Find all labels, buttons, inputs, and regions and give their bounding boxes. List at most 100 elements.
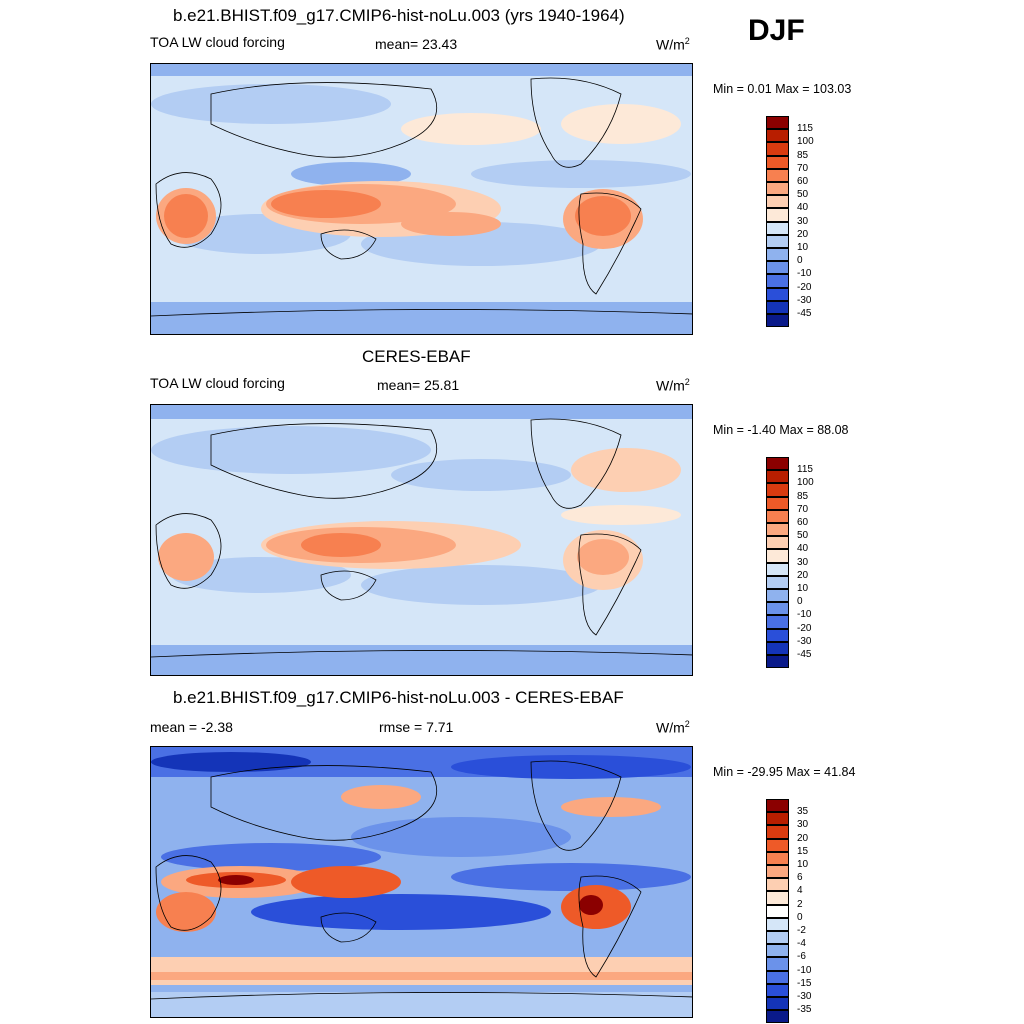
colorbar-tick-label: -15 (797, 977, 812, 989)
colorbar-swatch (766, 931, 789, 945)
colorbar-swatch (766, 182, 789, 196)
colorbar-swatch (766, 129, 789, 143)
colorbar-swatch (766, 168, 789, 182)
colorbar-tick-label: 85 (797, 149, 809, 161)
colorbar-tick-label: 50 (797, 530, 809, 542)
colorbar-tick-label: -10 (797, 268, 812, 280)
colorbar-swatch (766, 944, 789, 958)
panel-2-map (150, 404, 693, 676)
colorbar-swatch (766, 483, 789, 497)
colorbar-swatch (766, 917, 789, 931)
colorbar-tick-label: 15 (797, 845, 809, 857)
panel-1-map (150, 63, 693, 335)
colorbar-swatch (766, 812, 789, 826)
colorbar-swatch (766, 602, 789, 616)
colorbar-swatch (766, 155, 789, 169)
colorbar-swatch (766, 825, 789, 839)
colorbar-swatch (766, 851, 789, 865)
colorbar-tick-label: 35 (797, 806, 809, 818)
panel-3-mean: mean = -2.38 (150, 719, 233, 735)
colorbar-tick-label: -45 (797, 308, 812, 319)
panel-1-left-label: TOA LW cloud forcing (150, 34, 285, 50)
panel-3-rmse: rmse = 7.71 (379, 719, 454, 735)
colorbar-tick-label: 60 (797, 517, 809, 528)
colorbar-tick-label: -45 (797, 649, 812, 660)
colorbar-swatch (766, 575, 789, 589)
colorbar-swatch (766, 496, 789, 510)
panel-2-colorbar: 115 100 85 70 60 50 40 30 20 10 0 -10 -20 -30 -45 (766, 457, 846, 669)
colorbar-tick-label: 20 (797, 569, 809, 581)
colorbar-tick-label: -30 (797, 991, 812, 1002)
colorbar-tick-label: -35 (797, 1004, 812, 1016)
colorbar-tick-label: 4 (797, 885, 803, 897)
colorbar-tick-label: 70 (797, 162, 809, 174)
panel-2-units: W/m2 (656, 377, 690, 394)
panel-3-minmax: Min = -29.95 Max = 41.84 (713, 765, 856, 779)
panel-2-mean: mean= 25.81 (377, 377, 460, 393)
colorbar-tick-label: 20 (797, 832, 809, 844)
colorbar-swatch (766, 983, 789, 997)
colorbar-swatch (766, 287, 789, 301)
colorbar-swatch (766, 891, 789, 905)
colorbar-tick-label: -6 (797, 951, 806, 963)
colorbar-swatch (766, 997, 789, 1011)
colorbar-swatch (766, 1010, 789, 1024)
colorbar-tick-label: 100 (797, 477, 814, 489)
colorbar-tick-label: -10 (797, 609, 812, 621)
colorbar-swatch (766, 248, 789, 262)
colorbar-swatch (766, 615, 789, 629)
colorbar-tick-label: 40 (797, 202, 809, 214)
colorbar-tick-label: 100 (797, 136, 814, 148)
colorbar-swatch (766, 234, 789, 248)
colorbar-tick-label: 40 (797, 543, 809, 555)
colorbar-swatch (766, 641, 789, 655)
panel-2-left-label: TOA LW cloud forcing (150, 375, 285, 391)
colorbar-swatch (766, 274, 789, 288)
colorbar-tick-label: -30 (797, 294, 812, 306)
panel-2-map-svg (151, 405, 692, 675)
colorbar-tick-label: 70 (797, 503, 809, 515)
colorbar-swatch (766, 142, 789, 156)
colorbar-swatch (766, 628, 789, 642)
colorbar-tick-label: 30 (797, 556, 809, 568)
colorbar-swatch (766, 799, 789, 813)
colorbar-tick-label: -30 (797, 635, 812, 647)
colorbar-swatch (766, 314, 789, 328)
panel-1-minmax: Min = 0.01 Max = 103.03 (713, 82, 852, 96)
colorbar-swatch (766, 195, 789, 209)
colorbar-swatch (766, 865, 789, 879)
colorbar-swatch (766, 457, 789, 471)
colorbar-swatch (766, 838, 789, 852)
colorbar-swatch (766, 878, 789, 892)
colorbar-tick-label: -20 (797, 622, 812, 634)
season-label: DJF (748, 14, 805, 47)
colorbar-swatch (766, 970, 789, 984)
colorbar-tick-label: 115 (797, 123, 813, 135)
colorbar-tick-label: 10 (797, 583, 809, 594)
colorbar-tick-label: 0 (797, 255, 803, 267)
panel-1-map-svg (151, 64, 692, 334)
colorbar-swatch (766, 589, 789, 603)
colorbar-swatch (766, 470, 789, 484)
panel-1-units: W/m2 (656, 36, 690, 53)
panel-1-mean: mean= 23.43 (375, 36, 458, 52)
colorbar-tick-label: 10 (797, 859, 809, 870)
panel-3-colorbar: 35 30 20 15 10 6 4 2 0 -2 -4 -6 -10 -15 -30 -35 (766, 799, 846, 1024)
panel-2-minmax: Min = -1.40 Max = 88.08 (713, 423, 849, 437)
colorbar-swatch (766, 261, 789, 275)
colorbar-tick-label: 50 (797, 189, 809, 201)
colorbar-tick-label: -10 (797, 964, 812, 976)
colorbar-swatch (766, 523, 789, 537)
panel-3-map-svg (151, 747, 692, 1017)
colorbar-swatch (766, 116, 789, 130)
colorbar-swatch (766, 957, 789, 971)
panel-3-units: W/m2 (656, 719, 690, 736)
panel-1-title: b.e21.BHIST.f09_g17.CMIP6-hist-noLu.003 … (173, 6, 625, 25)
colorbar-tick-label: 0 (797, 596, 803, 608)
colorbar-tick-label: 60 (797, 176, 809, 187)
colorbar-tick-label: 10 (797, 242, 809, 253)
colorbar-tick-label: 115 (797, 464, 813, 476)
colorbar-tick-label: 0 (797, 911, 803, 923)
colorbar-tick-label: -20 (797, 281, 812, 293)
colorbar-tick-label: 30 (797, 819, 809, 831)
